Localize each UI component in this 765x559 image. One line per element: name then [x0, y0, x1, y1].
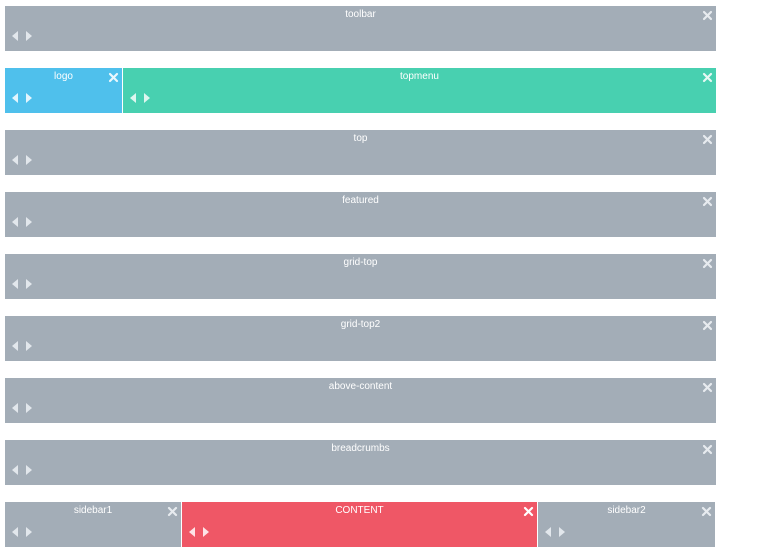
arrow-right-icon[interactable] [24, 216, 34, 228]
arrow-right-icon[interactable] [24, 154, 34, 166]
arrow-right-icon[interactable] [142, 92, 152, 104]
move-arrows [10, 154, 34, 166]
arrow-right-icon[interactable] [24, 92, 34, 104]
arrow-left-icon[interactable] [10, 340, 20, 352]
move-arrows [10, 340, 34, 352]
block-title: toolbar [345, 9, 376, 20]
block-title: logo [54, 71, 73, 82]
block-title: grid-top2 [340, 319, 381, 330]
move-arrows [10, 216, 34, 228]
block-title: CONTENT [335, 505, 384, 516]
close-icon[interactable] [702, 258, 713, 269]
arrow-left-icon[interactable] [10, 92, 20, 104]
block-top[interactable]: top [5, 130, 716, 175]
row-breadcrumbs: breadcrumbs [5, 440, 716, 485]
block-grid-top2[interactable]: grid-top2 [5, 316, 716, 361]
close-icon[interactable] [702, 444, 713, 455]
block-sidebar1[interactable]: sidebar1 [5, 502, 181, 547]
arrow-left-icon[interactable] [128, 92, 138, 104]
arrow-right-icon[interactable] [24, 464, 34, 476]
move-arrows [543, 526, 567, 538]
block-title: breadcrumbs [331, 443, 390, 454]
row-above-content: above-content [5, 378, 716, 423]
arrow-left-icon[interactable] [10, 402, 20, 414]
close-icon[interactable] [108, 72, 119, 83]
move-arrows [10, 526, 34, 538]
close-icon[interactable] [701, 506, 712, 517]
block-separator [122, 68, 123, 113]
arrow-left-icon[interactable] [10, 464, 20, 476]
close-icon[interactable] [702, 196, 713, 207]
block-title: top [353, 133, 368, 144]
arrow-right-icon[interactable] [24, 278, 34, 290]
row-top: top [5, 130, 716, 175]
arrow-right-icon[interactable] [201, 526, 211, 538]
row-grid-top: grid-top [5, 254, 716, 299]
arrow-right-icon[interactable] [24, 402, 34, 414]
move-arrows [10, 30, 34, 42]
block-separator [181, 502, 182, 547]
block-logo[interactable]: logo [5, 68, 122, 113]
block-featured[interactable]: featured [5, 192, 716, 237]
arrow-right-icon[interactable] [24, 340, 34, 352]
close-icon[interactable] [702, 72, 713, 83]
arrow-left-icon[interactable] [187, 526, 197, 538]
close-icon[interactable] [702, 134, 713, 145]
block-title: sidebar1 [73, 505, 113, 516]
arrow-left-icon[interactable] [10, 216, 20, 228]
row-main: sidebar1 CONTENT sidebar2 [5, 502, 716, 547]
arrow-left-icon[interactable] [10, 526, 20, 538]
close-icon[interactable] [702, 10, 713, 21]
row-header: logo topmenu [5, 68, 716, 113]
block-separator [537, 502, 538, 547]
arrow-left-icon[interactable] [10, 30, 20, 42]
close-icon[interactable] [702, 382, 713, 393]
arrow-left-icon[interactable] [10, 278, 20, 290]
block-above-content[interactable]: above-content [5, 378, 716, 423]
move-arrows [10, 402, 34, 414]
row-toolbar: toolbar [5, 6, 716, 51]
block-sidebar2[interactable]: sidebar2 [538, 502, 715, 547]
block-breadcrumbs[interactable]: breadcrumbs [5, 440, 716, 485]
arrow-left-icon[interactable] [543, 526, 553, 538]
block-toolbar[interactable]: toolbar [5, 6, 716, 51]
block-title: topmenu [400, 71, 439, 82]
block-title: featured [342, 195, 379, 206]
move-arrows [187, 526, 211, 538]
block-content[interactable]: CONTENT [182, 502, 537, 547]
close-icon[interactable] [167, 506, 178, 517]
block-topmenu[interactable]: topmenu [123, 68, 716, 113]
close-icon[interactable] [523, 506, 534, 517]
move-arrows [10, 464, 34, 476]
row-grid-top2: grid-top2 [5, 316, 716, 361]
arrow-right-icon[interactable] [557, 526, 567, 538]
block-title: above-content [328, 381, 393, 392]
block-grid-top[interactable]: grid-top [5, 254, 716, 299]
arrow-right-icon[interactable] [24, 526, 34, 538]
close-icon[interactable] [702, 320, 713, 331]
move-arrows [10, 278, 34, 290]
arrow-left-icon[interactable] [10, 154, 20, 166]
move-arrows [10, 92, 34, 104]
block-title: sidebar2 [607, 505, 646, 516]
move-arrows [128, 92, 152, 104]
arrow-right-icon[interactable] [24, 30, 34, 42]
block-title: grid-top [343, 257, 378, 268]
row-featured: featured [5, 192, 716, 237]
